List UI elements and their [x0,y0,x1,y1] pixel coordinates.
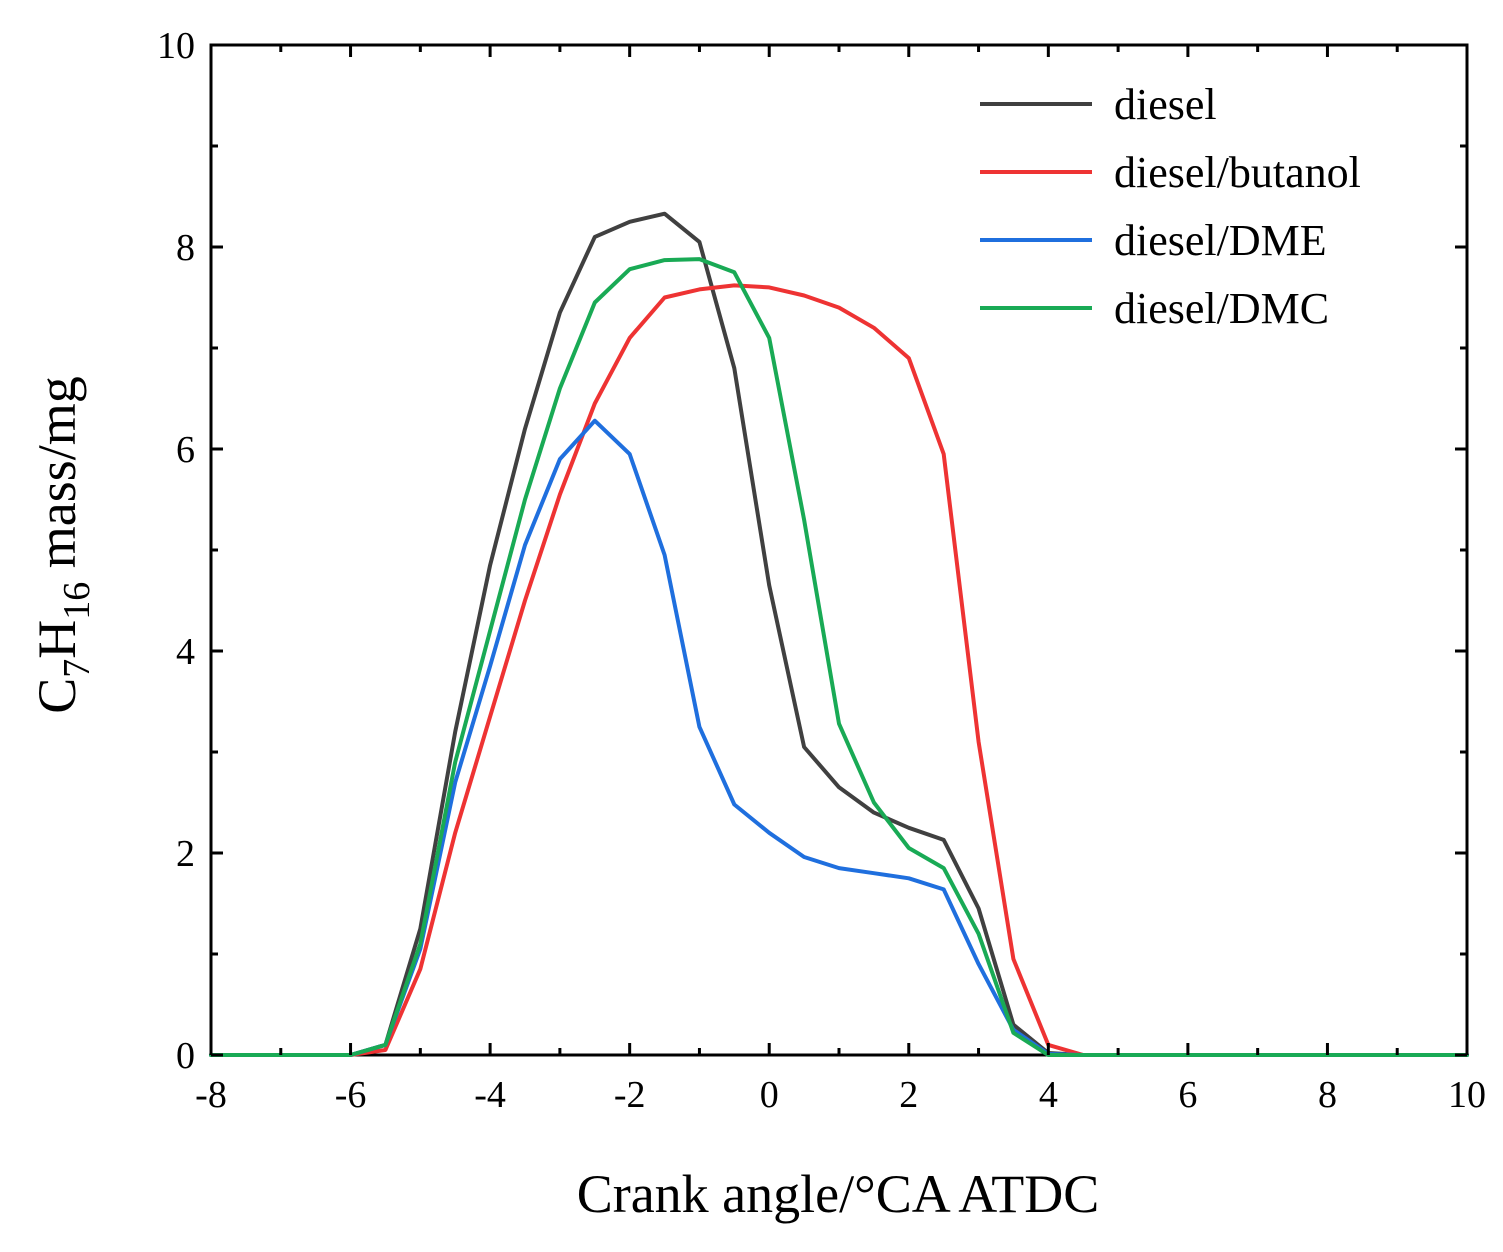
x-tick-label: -8 [195,1074,227,1116]
y-tick-label: 8 [176,227,195,269]
series-line-diesel-butanol [209,283,1469,1057]
y-axis-title-sub7: 7 [56,659,98,678]
legend-label-diesel: diesel [1114,80,1217,129]
series-line-diesel [209,211,1469,1057]
x-tick-label: 8 [1318,1074,1337,1116]
y-tick-label: 0 [176,1035,195,1077]
x-axis-title: Crank angle/°CA ATDC [577,1164,1100,1224]
y-tick-label: 6 [176,429,195,471]
y-tick-label: 2 [176,833,195,875]
x-tick-label: -6 [335,1074,367,1116]
y-tick-label: 4 [176,631,195,673]
x-tick-label: 4 [1039,1074,1058,1116]
legend-label-diesel-butanol: diesel/butanol [1114,148,1361,197]
x-tick-label: 10 [1448,1074,1486,1116]
y-tick-label: 10 [157,25,195,67]
x-tick-label: 2 [899,1074,918,1116]
y-axis-title-sub16: 16 [56,582,98,620]
x-tick-label: 0 [760,1074,779,1116]
y-axis-title-rest: mass/mg [27,376,87,582]
y-axis-title-h: H [27,620,87,659]
y-axis-title-c: C [27,678,87,714]
series-line-diesel-dme [209,418,1469,1057]
x-tick-label: -4 [474,1074,506,1116]
legend-label-diesel-dmc: diesel/DMC [1114,284,1329,333]
y-axis-title: C7H16 mass/mg [27,376,98,714]
x-tick-label: -2 [614,1074,646,1116]
x-tick-label: 6 [1178,1074,1197,1116]
legend-label-diesel-dme: diesel/DME [1114,216,1327,265]
series-line-diesel-dmc [209,257,1469,1057]
